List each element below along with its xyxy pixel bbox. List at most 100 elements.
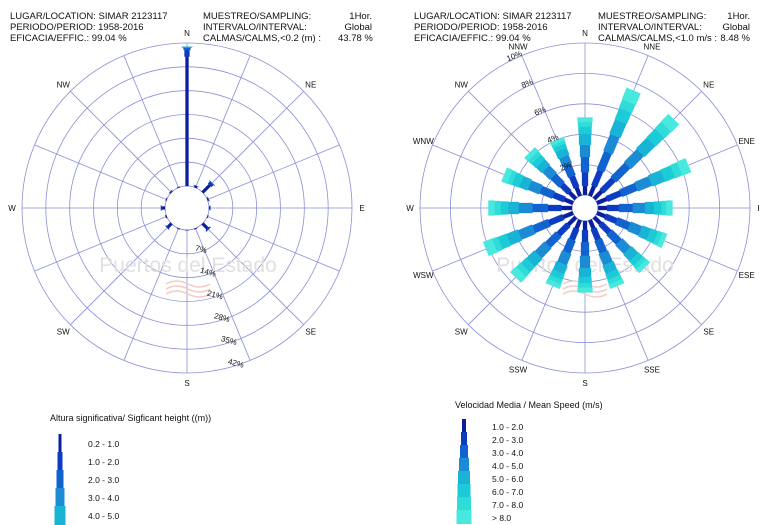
right-legend-label: 5.0 - 6.0: [492, 473, 524, 484]
right-legend-label: 2.0 - 3.0: [492, 434, 524, 445]
direction-label-ENE: ENE: [738, 137, 754, 146]
direction-label-N: N: [184, 29, 190, 38]
direction-label-SW: SW: [455, 328, 468, 337]
right-legend-swatch: [460, 445, 468, 459]
grid-spoke: [34, 144, 167, 200]
grid-spoke: [202, 223, 304, 325]
radial-tick-label: 4%: [546, 132, 560, 145]
left-header-info: LUGAR/LOCATION: SIMAR 2123117 PERIODO/PE…: [10, 11, 168, 44]
rose-petal-ESE-7: [657, 232, 668, 249]
direction-label-WSW: WSW: [413, 271, 434, 280]
right-legend-label: 7.0 - 8.0: [492, 499, 524, 510]
rose-petal-NNW-7: [549, 136, 566, 146]
right-calms: CALMAS/CALMS,<1.0 m/s :: [598, 33, 718, 44]
right-sampling-value: 1Hor.: [727, 11, 750, 22]
rose-petal-SW-7: [510, 266, 527, 283]
direction-label-W: W: [8, 204, 16, 213]
left-calms: CALMAS/CALMS,<0.2 (m) :: [203, 33, 321, 44]
left-sampling: MUESTREO/SAMPLING:: [203, 11, 312, 22]
watermark: Puertos del Estado: [99, 254, 276, 277]
radial-tick-label: 28%: [213, 311, 231, 324]
direction-label-NE: NE: [703, 80, 714, 89]
rose-petal-SW-1: [165, 225, 170, 230]
rose-petal-NW-1: [168, 189, 173, 194]
rose-petal-NNW-0: [176, 186, 181, 189]
grid-spoke: [202, 91, 304, 193]
right-legend-label: 4.0 - 5.0: [492, 460, 524, 471]
right-header-values: 1Hor. Global 8.48 %: [714, 11, 750, 44]
radial-tick-label: 42%: [227, 357, 245, 370]
direction-label-E: E: [757, 204, 759, 213]
right-period: PERIODO/PERIOD: 1958-2016: [414, 22, 548, 33]
direction-label-SW: SW: [57, 328, 70, 337]
left-sampling-value: 1Hor.: [349, 11, 372, 22]
left-calms-value: 43.78 %: [338, 33, 373, 44]
rose-petal-NNE-7: [621, 87, 641, 105]
watermark-logo-stroke: [165, 290, 211, 298]
left-legend-title: Altura significativa/ Sigficant height (…: [50, 413, 212, 423]
left-legend-swatch: [55, 488, 65, 507]
wind-speed-rose: Puertos del EstadoNNNENEENEEESESESSESSSW…: [406, 29, 759, 388]
right-legend-label: 6.0 - 7.0: [492, 486, 524, 497]
wave-height-rose: Puertos del Estado N NE E SE S SW W NW 7% 14% 21% 28…: [8, 29, 364, 388]
right-interval: INTERVALO/INTERVAL:: [598, 22, 702, 33]
direction-label-NW: NW: [455, 80, 469, 89]
grid-spoke: [123, 55, 179, 188]
rose-petal-SSW-0: [176, 227, 181, 230]
rose-petal-WSW-0: [164, 214, 168, 219]
radial-tick-label: 7%: [194, 244, 207, 256]
rose-petal-WNW-7: [501, 167, 513, 184]
rose-petal-ENE-7: [676, 158, 692, 176]
radial-tick-label: 6%: [533, 105, 547, 118]
direction-label-NNE: NNE: [644, 42, 661, 51]
left-efficacy: EFICACIA/EFFIC.: 99.04 %: [10, 33, 127, 44]
direction-label-ESE: ESE: [739, 271, 755, 280]
grid-spoke: [123, 228, 179, 361]
rose-petal-S-7: [577, 287, 593, 293]
left-interval: INTERVALO/INTERVAL:: [203, 22, 307, 33]
left-header-sampling: MUESTREO/SAMPLING: INTERVALO/INTERVAL: C…: [203, 11, 321, 44]
left-header-values: 1Hor. Global 43.78 %: [338, 11, 373, 44]
right-legend-label: 1.0 - 2.0: [492, 421, 524, 432]
right-location: LUGAR/LOCATION: SIMAR 2123117: [414, 11, 572, 22]
rose-petal-N-7: [577, 117, 593, 123]
right-header-info: LUGAR/LOCATION: SIMAR 2123117 PERIODO/PE…: [414, 11, 572, 44]
right-legend-swatch: [458, 471, 470, 485]
right-legend-swatch: [457, 497, 471, 511]
direction-label-SSE: SSE: [644, 366, 660, 375]
left-legend-swatch: [58, 434, 62, 453]
grid-spoke: [207, 216, 340, 272]
left-legend-label: 0.2 - 1.0: [88, 439, 120, 449]
rose-petal-SE-7: [635, 258, 651, 274]
rose-petal-NNE-1: [193, 184, 199, 188]
grid-spoke: [34, 216, 167, 272]
direction-label-S: S: [582, 379, 587, 388]
left-legend-swatch: [54, 506, 66, 525]
radial-tick-label: 14%: [199, 266, 217, 279]
direction-label-S: S: [184, 379, 189, 388]
left-legend-label: 1.0 - 2.0: [88, 457, 120, 467]
radial-tick-label: 8%: [520, 77, 534, 90]
rose-petal-E-7: [666, 200, 673, 216]
right-legend-swatch: [457, 484, 471, 498]
rose-petal-WNW-0: [165, 197, 168, 202]
rose-petal-NE-2: [209, 180, 215, 186]
right-legend-swatch: [459, 458, 469, 472]
rose-petal-NE-7: [660, 113, 680, 133]
direction-label-SE: SE: [703, 328, 714, 337]
radial-tick-label: 2%: [559, 160, 573, 173]
rose-petal-SSW-7: [545, 278, 562, 290]
right-sampling: MUESTREO/SAMPLING:: [598, 11, 707, 22]
direction-label-SE: SE: [305, 328, 316, 337]
rose-petal-ESE-0: [206, 214, 209, 219]
right-legend-swatch: [456, 510, 472, 524]
left-legend-label: 2.0 - 3.0: [88, 475, 120, 485]
rose-petal-WSW-7: [482, 238, 498, 257]
direction-label-SSW: SSW: [509, 366, 528, 375]
radial-tick-label: 21%: [206, 289, 224, 302]
right-legend-label: 3.0 - 4.0: [492, 447, 524, 458]
rose-petal-W-7: [488, 200, 495, 216]
right-calms-value: 8.48 %: [720, 33, 750, 44]
right-legend-swatch: [462, 419, 466, 433]
